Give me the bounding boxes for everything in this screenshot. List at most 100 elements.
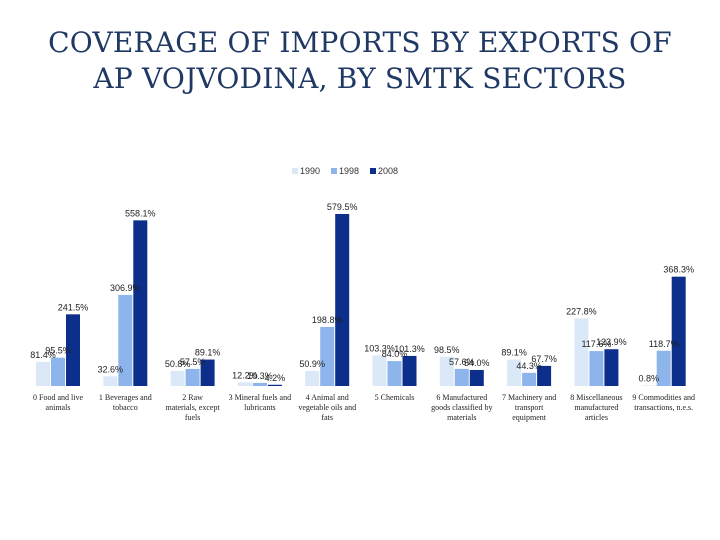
bar-1998-cat0 [51,357,65,386]
category-label-6-line0: 6 Manufactured [436,393,487,402]
bar-1990-cat9 [641,385,656,386]
bar-1998-cat6 [454,368,469,386]
bar-1998-cat2 [185,368,200,386]
value-label-1990-cat8: 227.8% [566,306,597,316]
category-label-9-line0: 9 Commodities and [632,393,695,402]
bar-1998-cat7 [522,372,537,386]
value-label-1990-cat5: 103.3% [364,343,395,353]
legend-label-2008: 2008 [378,166,398,176]
category-label-0-line1: animals [46,403,71,412]
value-label-2008-cat4: 579.5% [327,202,358,212]
bar-2008-cat9 [671,276,686,386]
value-label-1998-cat5: 84.0% [382,349,408,359]
value-label-2008-cat9: 368.3% [663,265,694,275]
value-label-2008-cat3: 4.2% [265,373,286,383]
bar-1998-cat4 [320,326,335,386]
value-label-1990-cat1: 32.6% [98,364,124,374]
value-label-1998-cat1: 306.9% [110,283,141,293]
category-label-5: 5 Chemicals [375,393,415,402]
legend-swatch-2008 [370,168,376,174]
value-label-2008-cat7: 67.7% [531,354,557,364]
category-label-1-line0: 1 Beverages and [99,393,152,402]
category-label-1-line1: tobacco [113,403,138,412]
chart-title-line2: AP VOJVODINA, BY SMTK SECTORS [93,62,627,95]
bar-2008-cat0 [66,314,80,386]
category-label-6-line1: goods classified by [431,403,492,412]
value-label-2008-cat5: 101.3% [394,344,425,354]
bar-1990-cat7 [507,359,522,386]
legend-label-1990: 1990 [300,166,320,176]
category-label-2-line2: fuels [185,413,201,422]
value-label-2008-cat1: 558.1% [125,208,156,218]
value-label-1990-cat6: 98.5% [434,345,460,355]
value-label-1998-cat9: 118.7% [649,339,679,349]
category-label-8-line1: manufactured [574,403,618,412]
chart-title-line1: COVERAGE OF IMPORTS BY EXPORTS OF [48,26,672,59]
value-label-1990-cat0: 81.4% [30,350,56,360]
bar-1998-cat9 [656,350,671,386]
bar-1998-cat5 [387,361,402,386]
value-label-1998-cat0: 95.5% [45,346,71,356]
category-label-7-line0: 7 Machinery and [502,393,556,402]
category-label-7: 7 Machinery and transport equipment [502,393,556,422]
bar-1990-cat8 [574,318,589,386]
value-label-1998-cat4: 198.8% [312,315,343,325]
category-label-8-line0: 8 Miscellaneous [570,393,622,402]
bar-2008-cat4 [335,214,350,386]
value-label-1998-cat6: 57.6% [449,357,475,367]
category-label-5-line0: 5 Chemicals [375,393,415,402]
legend-swatch-1990 [292,168,298,174]
category-label-8-line2: articles [585,413,608,422]
category-label-6-line2: materials [447,413,476,422]
value-label-1990-cat2: 50.8% [165,359,191,369]
bar-1990-cat3 [237,382,252,386]
category-label-6: 6 Manufactured goods classified by materia… [431,393,492,422]
bar-1990-cat5 [372,355,387,386]
bar-2008-cat3 [267,384,282,386]
bar-2008-cat1 [133,220,148,386]
value-label-2008-cat2: 89.1% [195,348,221,358]
value-label-2008-cat6: 54.0% [464,358,490,368]
value-label-1990-cat7: 89.1% [501,348,527,358]
category-label-1: 1 Beverages and tobacco [99,393,152,412]
category-label-4-line2: fats [321,413,333,422]
bar-1998-cat1 [118,294,133,386]
value-labels: 81.4%95.5%241.5%32.6%306.9%558.1%50.8%57… [30,202,694,383]
chart-legend: 1990 1998 2008 [292,166,398,176]
bar-1990-cat1 [103,376,118,386]
bar-1990-cat4 [305,370,320,386]
value-label-1998-cat7: 44.3% [516,361,542,371]
legend-swatch-1998 [331,168,337,174]
category-label-9-line1: transactions, n.e.s. [634,403,693,412]
category-label-0-line0: 0 Food and live [33,393,83,402]
category-label-7-line2: equipment [512,413,547,422]
bar-2008-cat8 [604,349,619,386]
bar-1998-cat8 [589,351,604,386]
category-label-2: 2 Raw materials, except fuels [165,393,220,422]
value-label-2008-cat8: 123.9% [596,337,627,347]
category-label-8: 8 Miscellaneous manufactured articles [570,393,622,422]
value-label-1998-cat3: 10.3% [247,371,273,381]
value-label-1990-cat4: 50.9% [299,359,325,369]
bar-1998-cat3 [252,382,267,386]
bar-1990-cat6 [439,356,454,386]
bar-1990-cat0 [36,361,50,386]
category-label-4: 4 Animal and vegetable oils and fats [298,393,356,422]
value-label-1998-cat2: 57.5% [180,357,206,367]
value-label-1998-cat8: 117.6% [581,339,611,349]
bar-2008-cat7 [537,365,552,386]
value-label-1990-cat3: 12.2% [232,370,258,380]
category-label-9: 9 Commodities and transactions, n.e.s. [632,393,695,412]
bar-1990-cat2 [170,370,185,386]
value-label-1990-cat9: 0.8% [638,373,659,383]
category-label-7-line1: transport [515,403,544,412]
category-labels: 0 Food and live animals 1 Beverages and tob… [33,393,695,422]
category-label-2-line0: 2 Raw [182,393,203,402]
category-label-4-line1: vegetable oils and [298,403,356,412]
value-label-2008-cat0: 241.5% [58,302,89,312]
category-label-3-line1: lubricants [244,403,276,412]
bar-2008-cat6 [469,369,484,386]
category-label-3: 3 Mineral fuels and lubricants [229,393,291,412]
category-label-0: 0 Food and live animals [33,393,83,412]
